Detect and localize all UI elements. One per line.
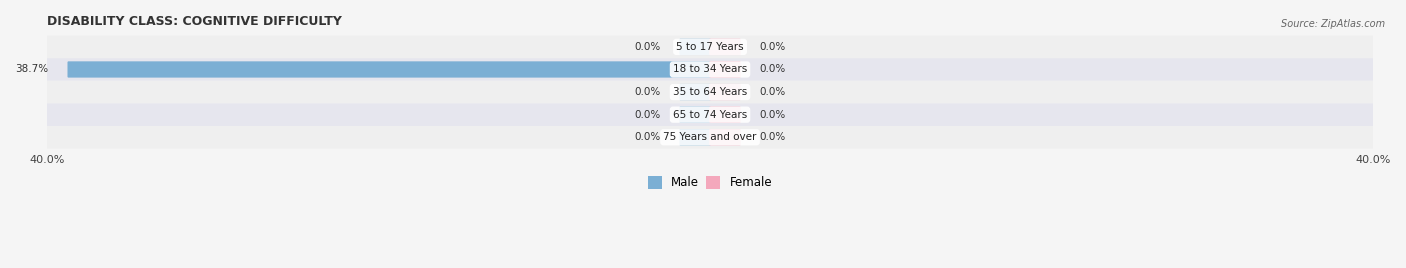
FancyBboxPatch shape: [709, 129, 741, 145]
Text: 0.0%: 0.0%: [759, 42, 786, 52]
Text: 5 to 17 Years: 5 to 17 Years: [676, 42, 744, 52]
FancyBboxPatch shape: [709, 39, 741, 55]
Text: DISABILITY CLASS: COGNITIVE DIFFICULTY: DISABILITY CLASS: COGNITIVE DIFFICULTY: [46, 15, 342, 28]
Text: 0.0%: 0.0%: [634, 42, 661, 52]
FancyBboxPatch shape: [709, 106, 741, 123]
Text: 0.0%: 0.0%: [759, 110, 786, 120]
FancyBboxPatch shape: [679, 129, 711, 145]
Text: 35 to 64 Years: 35 to 64 Years: [673, 87, 747, 97]
Text: 65 to 74 Years: 65 to 74 Years: [673, 110, 747, 120]
FancyBboxPatch shape: [46, 103, 1374, 126]
Text: 0.0%: 0.0%: [634, 132, 661, 142]
Text: 75 Years and over: 75 Years and over: [664, 132, 756, 142]
FancyBboxPatch shape: [679, 84, 711, 100]
Text: 0.0%: 0.0%: [634, 110, 661, 120]
FancyBboxPatch shape: [46, 81, 1374, 103]
Text: 0.0%: 0.0%: [759, 87, 786, 97]
Text: 38.7%: 38.7%: [15, 65, 48, 75]
FancyBboxPatch shape: [709, 84, 741, 100]
FancyBboxPatch shape: [679, 106, 711, 123]
FancyBboxPatch shape: [709, 61, 741, 78]
Text: 0.0%: 0.0%: [759, 65, 786, 75]
FancyBboxPatch shape: [46, 126, 1374, 148]
Text: 0.0%: 0.0%: [634, 87, 661, 97]
FancyBboxPatch shape: [679, 39, 711, 55]
FancyBboxPatch shape: [46, 36, 1374, 58]
FancyBboxPatch shape: [46, 58, 1374, 81]
Text: Source: ZipAtlas.com: Source: ZipAtlas.com: [1281, 19, 1385, 29]
Text: 0.0%: 0.0%: [759, 132, 786, 142]
Legend: Male, Female: Male, Female: [643, 172, 778, 194]
Text: 18 to 34 Years: 18 to 34 Years: [673, 65, 747, 75]
FancyBboxPatch shape: [67, 61, 711, 78]
